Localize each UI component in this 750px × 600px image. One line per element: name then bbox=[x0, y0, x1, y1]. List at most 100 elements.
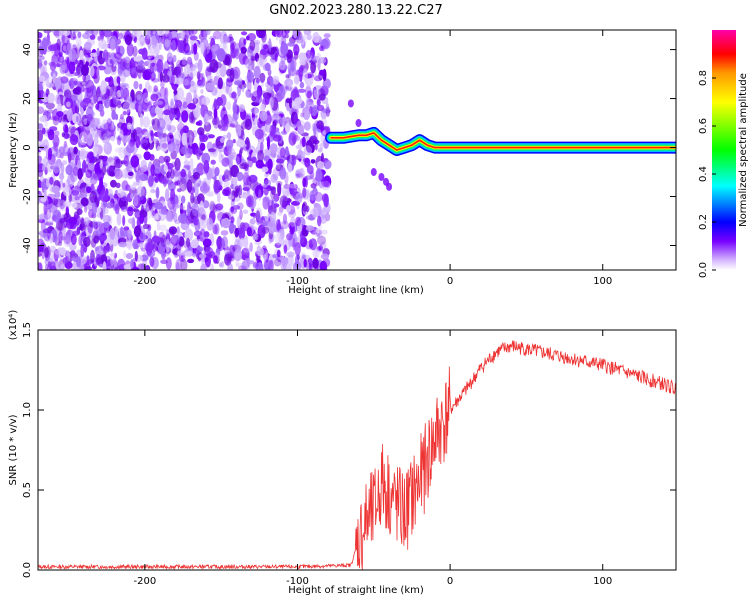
side-feature-dot bbox=[355, 119, 362, 128]
noise-speckle bbox=[201, 96, 211, 106]
noise-speckle bbox=[96, 67, 101, 78]
noise-speckle bbox=[177, 73, 185, 79]
noise-speckle bbox=[84, 266, 93, 270]
x-tick-label: 100 bbox=[593, 576, 612, 587]
noise-speckle bbox=[78, 131, 88, 145]
noise-speckle bbox=[172, 248, 177, 255]
noise-speckle bbox=[133, 60, 139, 68]
noise-speckle bbox=[288, 132, 297, 146]
noise-speckle bbox=[255, 207, 263, 221]
noise-speckle bbox=[111, 109, 117, 120]
noise-speckle bbox=[150, 107, 156, 118]
noise-speckle bbox=[156, 59, 164, 73]
noise-speckle bbox=[120, 196, 128, 202]
noise-speckle bbox=[310, 61, 316, 74]
noise-speckle bbox=[305, 174, 314, 181]
noise-speckle bbox=[277, 182, 282, 197]
noise-speckle bbox=[285, 146, 289, 156]
noise-speckle bbox=[119, 69, 123, 77]
noise-speckle bbox=[262, 197, 269, 202]
noise-speckle bbox=[112, 91, 119, 105]
noise-speckle bbox=[302, 201, 308, 212]
noise-speckle bbox=[163, 38, 171, 51]
noise-speckle bbox=[88, 221, 97, 228]
noise-speckle bbox=[304, 176, 308, 188]
noise-speckle bbox=[85, 52, 92, 58]
noise-speckle bbox=[197, 79, 203, 86]
noise-speckle bbox=[234, 227, 239, 238]
noise-speckle bbox=[318, 93, 326, 101]
noise-speckle bbox=[214, 223, 220, 235]
noise-speckle bbox=[270, 186, 277, 196]
noise-speckle bbox=[49, 116, 58, 121]
noise-speckle bbox=[76, 62, 81, 76]
noise-speckle bbox=[212, 204, 218, 213]
noise-speckle bbox=[85, 79, 95, 94]
noise-speckle bbox=[89, 190, 97, 204]
noise-speckle bbox=[110, 38, 116, 51]
noise-speckle bbox=[167, 32, 173, 41]
noise-speckle bbox=[133, 194, 142, 209]
noise-speckle bbox=[236, 171, 244, 182]
noise-speckle bbox=[92, 218, 97, 232]
noise-speckle bbox=[297, 143, 304, 150]
noise-speckle bbox=[157, 126, 164, 140]
noise-speckle bbox=[232, 205, 241, 210]
noise-speckle bbox=[228, 147, 236, 160]
noise-speckle bbox=[179, 177, 187, 192]
noise-speckle bbox=[149, 62, 159, 72]
noise-speckle bbox=[89, 120, 96, 131]
noise-speckle bbox=[177, 122, 186, 133]
noise-speckle bbox=[254, 128, 264, 140]
noise-speckle bbox=[310, 195, 315, 201]
noise-speckle bbox=[313, 123, 317, 137]
noise-speckle bbox=[170, 150, 177, 160]
top-y-axis: -40 -20 0 20 40 bbox=[22, 43, 676, 254]
noise-speckle bbox=[313, 89, 320, 99]
noise-speckle bbox=[202, 238, 212, 248]
noise-speckle bbox=[306, 189, 311, 202]
noise-speckle bbox=[110, 254, 115, 266]
noise-speckle bbox=[213, 255, 218, 264]
noise-speckle bbox=[245, 89, 252, 98]
noise-speckle bbox=[124, 34, 132, 46]
noise-speckle bbox=[133, 193, 139, 207]
noise-speckle bbox=[110, 136, 116, 142]
noise-speckle bbox=[66, 101, 71, 108]
noise-speckle bbox=[166, 179, 173, 185]
noise-speckle bbox=[306, 34, 312, 41]
noise-speckle bbox=[254, 185, 264, 198]
noise-speckle bbox=[118, 264, 126, 270]
noise-speckle bbox=[38, 252, 42, 257]
noise-speckle bbox=[273, 258, 282, 267]
noise-speckle bbox=[38, 106, 45, 114]
noise-speckle bbox=[45, 78, 50, 88]
noise-speckle bbox=[64, 201, 72, 208]
noise-speckle bbox=[161, 110, 169, 115]
noise-speckle bbox=[149, 256, 155, 267]
noise-speckle bbox=[158, 209, 167, 221]
noise-speckle bbox=[271, 199, 275, 208]
noise-speckle bbox=[207, 134, 215, 139]
noise-speckle bbox=[130, 259, 134, 269]
noise-speckle bbox=[193, 230, 203, 237]
noise-speckle bbox=[102, 49, 109, 62]
bottom-x-axis: -200 -100 0 100 bbox=[133, 330, 612, 587]
noise-speckle bbox=[122, 215, 126, 227]
noise-speckle bbox=[120, 84, 127, 97]
noise-speckle bbox=[160, 141, 169, 152]
noise-speckle bbox=[140, 231, 144, 240]
noise-speckle bbox=[186, 237, 190, 248]
noise-speckle bbox=[95, 103, 100, 110]
noise-speckle bbox=[193, 216, 197, 226]
noise-speckle bbox=[134, 250, 138, 262]
noise-speckle bbox=[47, 92, 55, 104]
noise-speckle bbox=[90, 249, 95, 264]
noise-speckle bbox=[131, 72, 137, 79]
noise-speckle bbox=[303, 258, 307, 268]
noise-speckle bbox=[217, 145, 226, 153]
noise-speckle bbox=[77, 31, 82, 39]
noise-speckle bbox=[232, 101, 238, 115]
noise-speckle bbox=[263, 187, 269, 196]
noise-speckle bbox=[197, 120, 203, 126]
